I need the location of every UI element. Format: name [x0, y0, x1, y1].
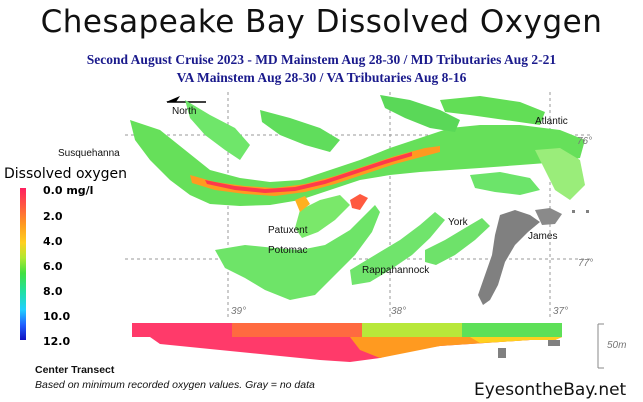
oxygen-colorbar — [20, 188, 26, 340]
rappahannock-label: Rappahannock — [362, 265, 430, 276]
legend-tick: 10.0 — [43, 310, 71, 323]
latitude-37-label: 37° — [553, 306, 569, 317]
longitude-77-label: 77° — [578, 258, 594, 269]
atlantic-label: Atlantic — [535, 116, 568, 127]
legend-tick: 2.0 — [43, 210, 63, 223]
center-transect — [132, 323, 562, 362]
potomac-label: Potomac — [268, 245, 308, 256]
patuxent-label: Patuxent — [268, 225, 308, 236]
depth-scale-bar — [597, 323, 604, 369]
latitude-39-label: 39° — [231, 306, 247, 317]
north-label: North — [172, 106, 197, 117]
footnote: Based on minimum recorded oxygen values.… — [35, 379, 315, 391]
longitude-76-label: 76° — [577, 136, 593, 147]
susquehanna-label: Susquehanna — [58, 148, 120, 159]
no-data-specks — [572, 210, 589, 213]
legend-title: Dissolved oxygen — [4, 166, 128, 182]
brand-link[interactable]: EyesontheBay.net — [474, 380, 627, 400]
york-label: York — [448, 217, 468, 228]
legend-tick: 0.0 mg/l — [43, 184, 94, 197]
james-label: James — [528, 231, 558, 242]
subtitle-line-1: Second August Cruise 2023 - MD Mainstem … — [86, 52, 557, 67]
subtitle-line-2: VA Mainstem Aug 28-30 / VA Tributaries A… — [176, 70, 467, 85]
map-title: Chesapeake Bay Dissolved Oxygen — [40, 4, 603, 40]
legend-tick: 6.0 — [43, 260, 63, 273]
bay-water — [130, 95, 585, 305]
depth-scale-label: 50m — [607, 340, 627, 351]
hypoxic-channel — [190, 146, 440, 212]
latitude-38-label: 38° — [391, 306, 407, 317]
legend-tick: 4.0 — [43, 235, 63, 248]
transect-label: Center Transect — [35, 364, 115, 376]
legend-tick: 12.0 — [43, 335, 71, 348]
legend-tick: 8.0 — [43, 285, 63, 298]
